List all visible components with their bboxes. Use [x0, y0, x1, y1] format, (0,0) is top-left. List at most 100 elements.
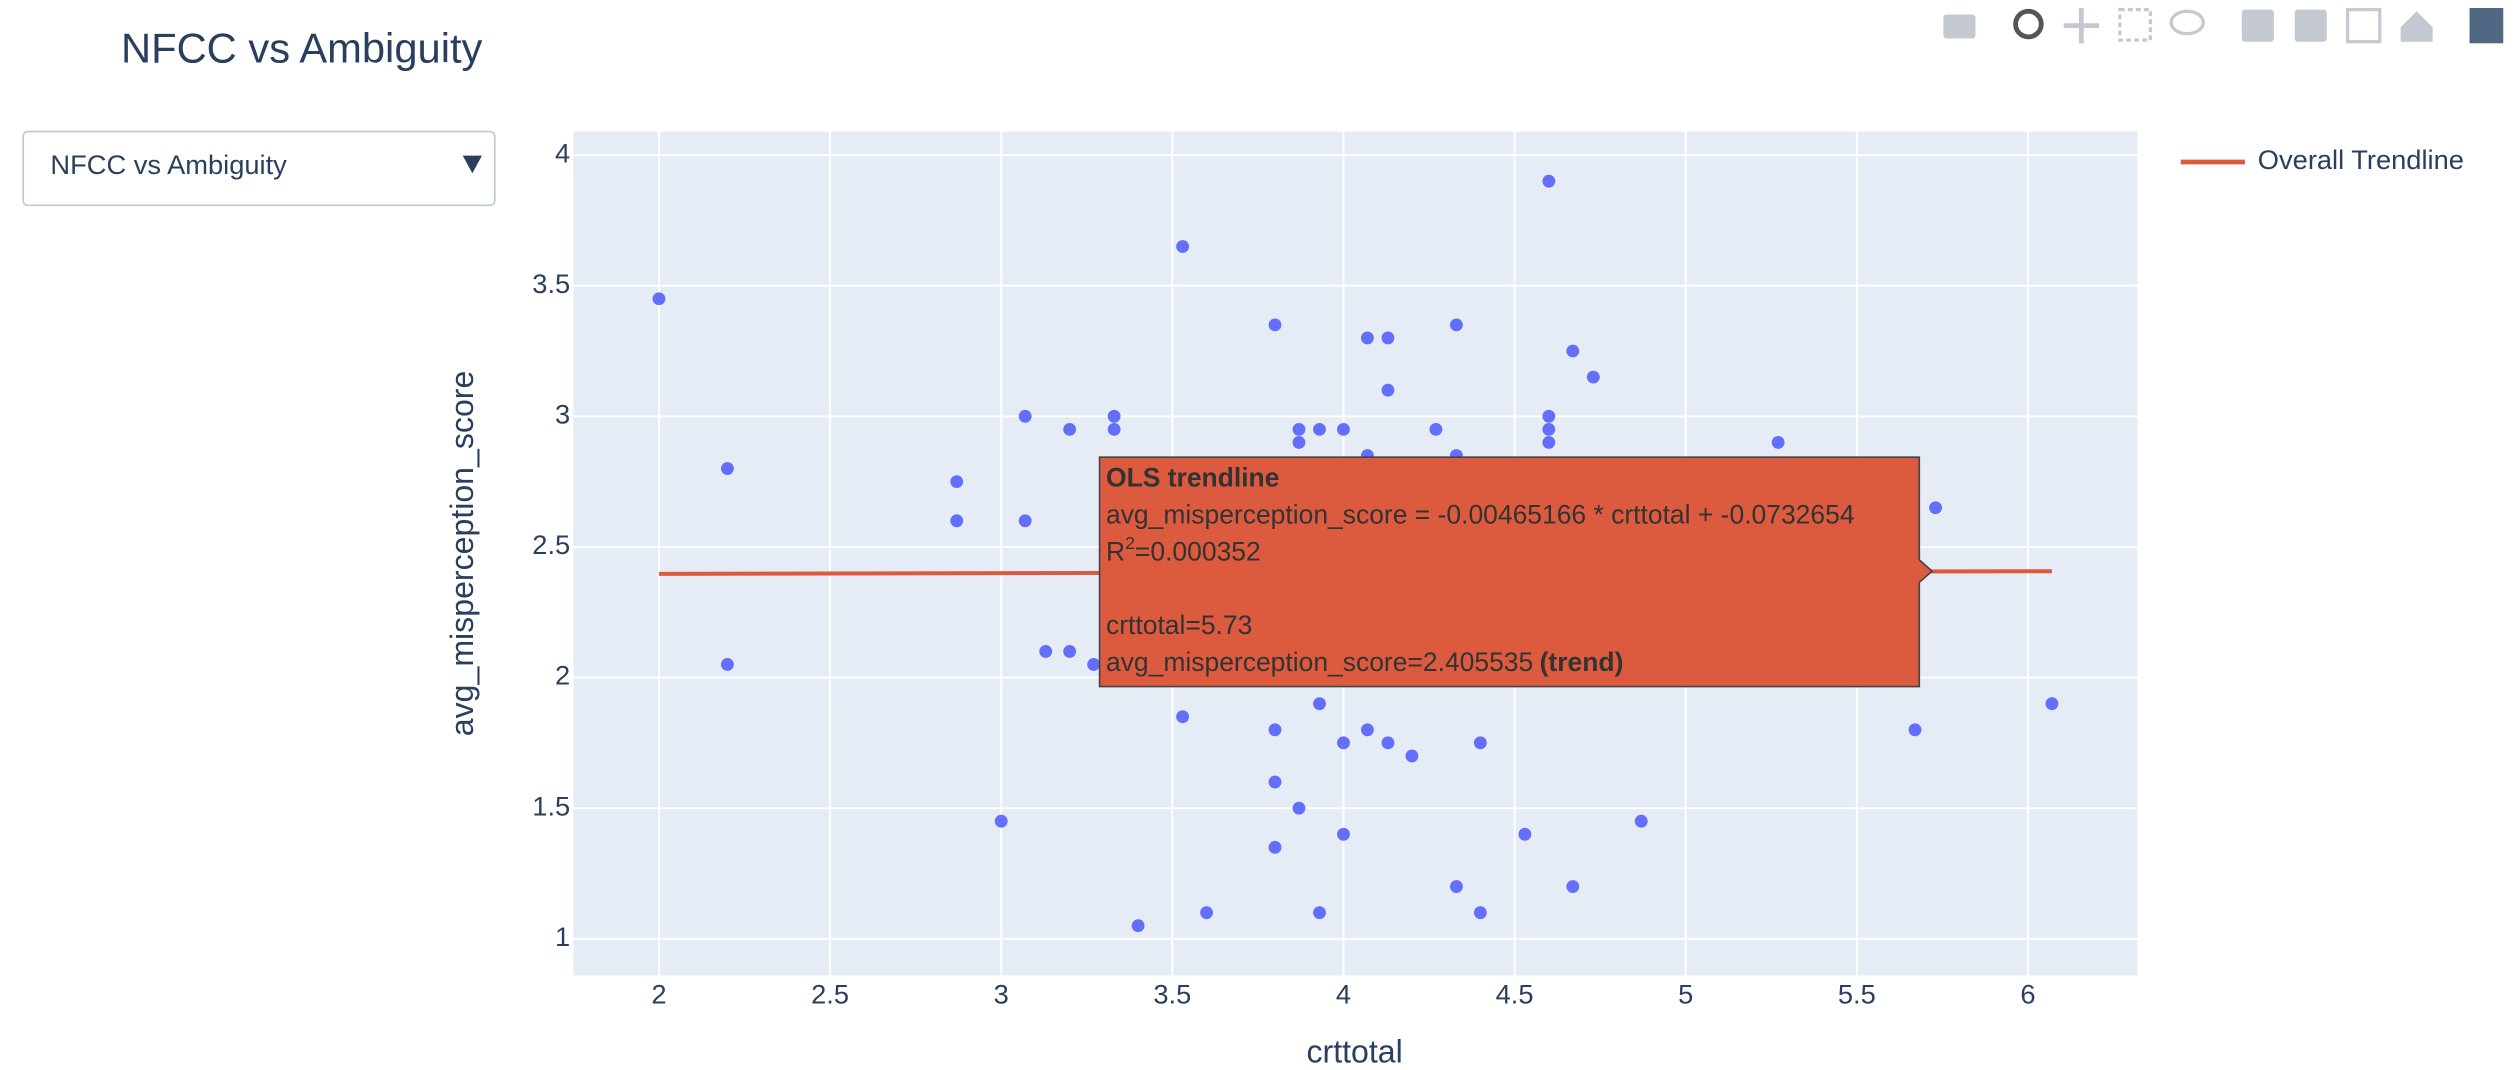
scatter-point [1268, 723, 1282, 737]
scatter-point [1063, 422, 1077, 436]
scatter-point [1063, 644, 1077, 658]
zoom-in-icon[interactable] [2241, 9, 2274, 42]
scatter-point [1566, 880, 1580, 893]
scatter-point [1634, 814, 1648, 828]
scatter-point [1361, 331, 1374, 345]
x-tick-label: 4.5 [1496, 978, 1534, 1009]
r2-sup: 2 [1125, 532, 1135, 552]
x-tick-label: 2.5 [811, 978, 849, 1009]
scatter-point [721, 462, 734, 475]
scatter-point [1087, 658, 1101, 671]
scatter-point [1292, 422, 1306, 436]
y-tick-label: 3 [555, 398, 570, 429]
scatter-point [1542, 436, 1556, 449]
scatter-point [1908, 723, 1922, 737]
scatter-point [1542, 174, 1556, 188]
scatter-point [950, 475, 964, 489]
scatter-point [1405, 749, 1419, 763]
x-tick-label: 3 [994, 978, 1009, 1009]
x-axis-title: crttotal [1307, 1033, 1403, 1069]
scatter-point [1337, 827, 1350, 841]
scatter-point [1268, 775, 1282, 789]
dropdown-label[interactable]: NFCC vs Ambiguity [50, 149, 287, 180]
pan-icon[interactable] [2063, 8, 2099, 44]
plotly-logo[interactable] [2469, 8, 2504, 44]
scatter-point [1518, 827, 1532, 841]
tooltip-title: OLS trendline [1106, 463, 1279, 493]
scatter-point [1176, 240, 1190, 253]
x-tick-label: 4 [1336, 978, 1351, 1009]
scatter-point [1337, 422, 1350, 436]
scatter-point [1313, 906, 1326, 920]
x-tick-label: 5.5 [1838, 978, 1876, 1009]
reset-icon[interactable] [2400, 11, 2433, 42]
r2-base: R [1106, 536, 1125, 566]
scatter-point [1268, 318, 1282, 332]
scatter-point [1337, 736, 1350, 750]
scatter-point [1131, 919, 1145, 933]
toolbar [1943, 8, 2504, 44]
chart-title: NFCC vs Ambiguity [121, 24, 483, 71]
camera-icon[interactable] [1943, 14, 1976, 39]
zoom-out-icon[interactable] [2294, 9, 2327, 42]
y-tick-label: 2 [555, 660, 570, 691]
tooltip-y-value: avg_misperception_score=2.405535 [1106, 647, 1533, 677]
x-tick-label: 5 [1678, 978, 1693, 1009]
scatter-point [721, 658, 734, 671]
scatter-point [1313, 422, 1326, 436]
lasso-icon[interactable] [2169, 9, 2205, 36]
scatter-point [1107, 422, 1121, 436]
tooltip-r2: R2=0.000352 [1106, 532, 1261, 566]
scatter-point [1449, 318, 1463, 332]
y-tick-label: 1.5 [532, 790, 570, 821]
x-tick-label: 6 [2020, 978, 2035, 1009]
r2-value: =0.000352 [1135, 536, 1261, 566]
scatter-point [1107, 409, 1121, 423]
scatter-point [1268, 840, 1282, 854]
tooltip-y: avg_misperception_score=2.405535 (trend) [1106, 647, 1623, 677]
scatter-point [1542, 409, 1556, 423]
scatter-point [1473, 736, 1487, 750]
scatter-point [1361, 723, 1374, 737]
scatter-point [1313, 697, 1326, 711]
tooltip: OLS trendline avg_misperception_score = … [1098, 456, 1934, 688]
scatter-point [1429, 422, 1443, 436]
scatter-point [1449, 880, 1463, 893]
scatter-point [1473, 906, 1487, 920]
zoom-icon[interactable] [2013, 8, 2044, 40]
scatter-point [1566, 344, 1580, 358]
scatter-point [1292, 436, 1306, 449]
box-select-icon[interactable] [2118, 8, 2152, 42]
tooltip-equation: avg_misperception_score = -0.00465166 * … [1106, 500, 1855, 530]
legend-label: Overall Trendline [2258, 144, 2464, 175]
y-tick-label: 4 [555, 137, 570, 168]
tooltip-box [1098, 456, 1934, 688]
scatter-point [1018, 514, 1032, 528]
scatter-point [1200, 906, 1213, 920]
tooltip-x: crttotal=5.73 [1106, 610, 1252, 640]
scatter-point [994, 814, 1008, 828]
grid [573, 131, 2138, 976]
dropdown-box[interactable] [22, 130, 496, 207]
y-axis-title: avg_misperception_score [444, 371, 480, 737]
scatter-point [1381, 383, 1395, 397]
scatter-point [1018, 409, 1032, 423]
autoscale-icon[interactable] [2346, 8, 2382, 44]
scatter-point [1292, 801, 1306, 815]
x-tick-label: 2 [651, 978, 666, 1009]
scatter-point [1039, 644, 1053, 658]
dropdown-arrow[interactable] [462, 155, 482, 174]
scatter-point [1381, 331, 1395, 345]
legend: Overall Trendline [2180, 144, 2464, 175]
scatter-point [950, 514, 964, 528]
y-tick-label: 2.5 [532, 529, 570, 560]
scatter-point [1176, 710, 1190, 724]
y-tick-label: 1 [555, 921, 570, 952]
scatter-point [1542, 422, 1556, 436]
scatter-point [1381, 736, 1395, 750]
scatter-point [1771, 436, 1785, 449]
dropdown[interactable]: NFCC vs Ambiguity [22, 130, 496, 207]
scatter-point [1929, 501, 1942, 515]
